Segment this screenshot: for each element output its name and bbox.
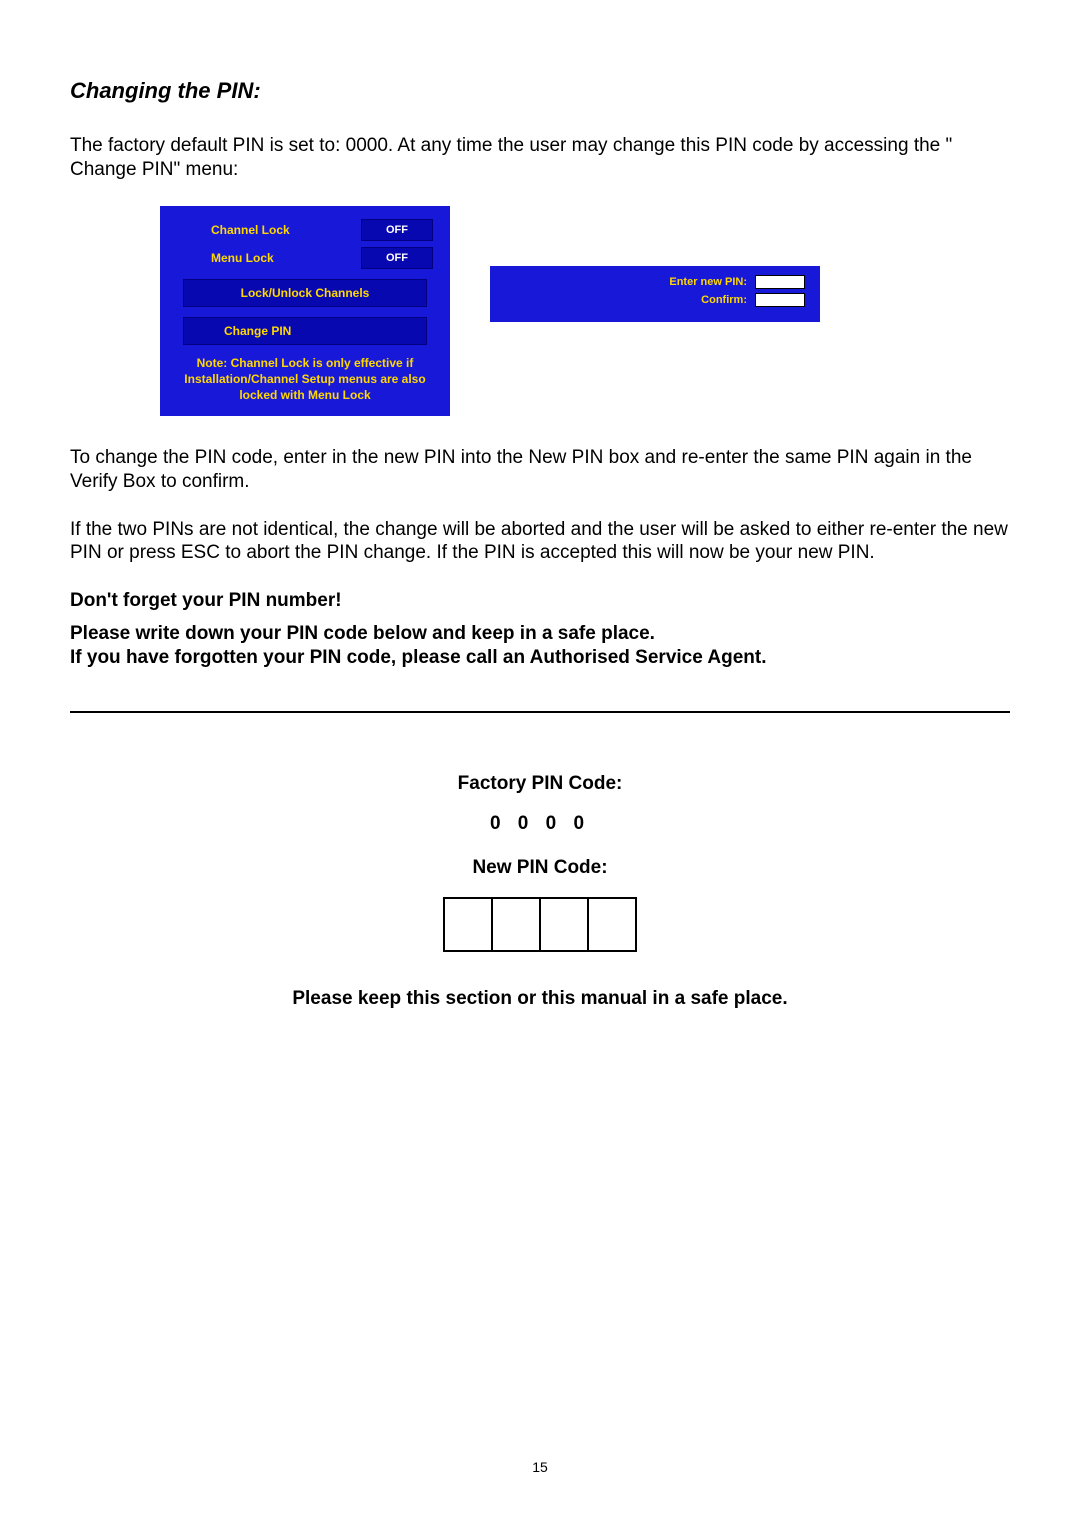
channel-lock-label: Channel Lock bbox=[177, 223, 290, 237]
forgotten-warning: If you have forgotten your PIN code, ple… bbox=[70, 646, 1010, 671]
page-number: 15 bbox=[0, 1459, 1080, 1475]
menu-lock-toggle[interactable]: OFF bbox=[361, 247, 433, 269]
confirm-pin-input[interactable] bbox=[755, 293, 805, 307]
pin-entry-panel: Enter new PIN: Confirm: bbox=[490, 266, 820, 322]
dont-forget-warning: Don't forget your PIN number! bbox=[70, 589, 1010, 614]
pin-record-section: Factory PIN Code: 0 0 0 0 New PIN Code: … bbox=[70, 773, 1010, 1010]
confirm-pin-row: Confirm: bbox=[505, 293, 805, 307]
paragraph-2: To change the PIN code, enter in the new… bbox=[70, 446, 1010, 494]
channel-lock-row: Channel Lock OFF bbox=[177, 219, 433, 241]
new-pin-label: New PIN Code: bbox=[70, 857, 1010, 879]
pin-digit-box bbox=[491, 897, 541, 952]
lock-unlock-channels-button[interactable]: Lock/Unlock Channels bbox=[183, 279, 427, 307]
factory-pin-code: 0 0 0 0 bbox=[70, 813, 1010, 835]
section-title: Changing the PIN: bbox=[70, 78, 1010, 104]
factory-pin-label: Factory PIN Code: bbox=[70, 773, 1010, 795]
horizontal-divider bbox=[70, 711, 1010, 713]
lock-menu-panel: Channel Lock OFF Menu Lock OFF Lock/Unlo… bbox=[160, 206, 450, 417]
pin-digit-box bbox=[539, 897, 589, 952]
confirm-pin-label: Confirm: bbox=[701, 294, 747, 306]
pin-digit-box bbox=[587, 897, 637, 952]
enter-new-pin-input[interactable] bbox=[755, 275, 805, 289]
write-down-warning: Please write down your PIN code below an… bbox=[70, 622, 1010, 647]
channel-lock-toggle[interactable]: OFF bbox=[361, 219, 433, 241]
new-pin-boxes bbox=[70, 897, 1010, 952]
pin-digit-box bbox=[443, 897, 493, 952]
enter-new-pin-row: Enter new PIN: bbox=[505, 275, 805, 289]
intro-paragraph: The factory default PIN is set to: 0000.… bbox=[70, 134, 1010, 182]
paragraph-3: If the two PINs are not identical, the c… bbox=[70, 518, 1010, 566]
lock-note: Note: Channel Lock is only effective if … bbox=[177, 355, 433, 404]
panels-row: Channel Lock OFF Menu Lock OFF Lock/Unlo… bbox=[70, 206, 1010, 417]
menu-lock-label: Menu Lock bbox=[177, 251, 274, 265]
menu-lock-row: Menu Lock OFF bbox=[177, 247, 433, 269]
keep-safe-note: Please keep this section or this manual … bbox=[70, 988, 1010, 1010]
change-pin-button[interactable]: Change PIN bbox=[183, 317, 427, 345]
enter-new-pin-label: Enter new PIN: bbox=[669, 276, 747, 288]
